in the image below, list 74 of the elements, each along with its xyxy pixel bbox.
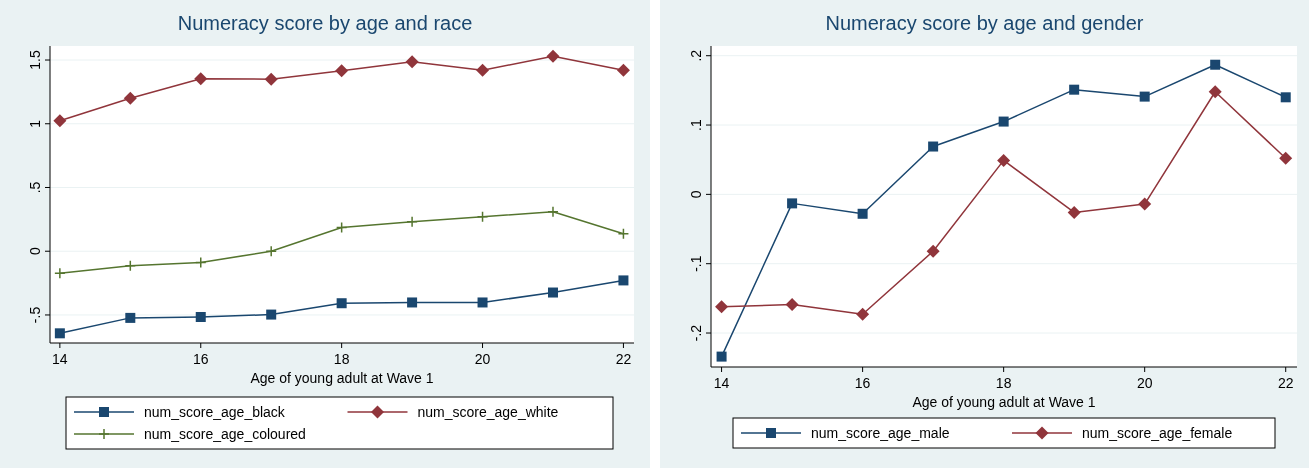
point bbox=[715, 300, 729, 314]
x-tick-label: 22 bbox=[1277, 375, 1294, 391]
x-tick-label: 18 bbox=[333, 351, 350, 367]
point bbox=[266, 309, 277, 320]
point bbox=[1208, 85, 1222, 99]
x-tick-label: 16 bbox=[192, 351, 209, 367]
chart-title: Numeracy score by age and race bbox=[177, 12, 473, 34]
y-tick-label: 0 bbox=[27, 247, 43, 256]
y-tick-label: 1 bbox=[27, 119, 43, 128]
point bbox=[1138, 197, 1152, 211]
point bbox=[618, 275, 629, 286]
point bbox=[123, 91, 137, 105]
legend-label: num_score_age_white bbox=[417, 404, 559, 420]
x-tick-label: 14 bbox=[713, 375, 730, 391]
point bbox=[716, 351, 727, 362]
point bbox=[124, 260, 137, 272]
point bbox=[997, 153, 1011, 167]
point bbox=[617, 228, 630, 240]
point bbox=[1280, 92, 1291, 103]
y-tick-label: 0 bbox=[688, 190, 704, 199]
point bbox=[926, 244, 940, 258]
point bbox=[856, 307, 870, 321]
y-tick-label: .1 bbox=[688, 118, 704, 131]
point bbox=[616, 63, 630, 77]
x-tick-label: 14 bbox=[52, 351, 68, 367]
point bbox=[476, 63, 490, 77]
legend-label: num_score_age_black bbox=[144, 404, 286, 420]
x-tick-label: 18 bbox=[995, 375, 1012, 391]
x-tick-label: 22 bbox=[615, 351, 632, 367]
x-axis-title: Age of young adult at Wave 1 bbox=[250, 370, 434, 386]
point bbox=[857, 208, 868, 219]
y-tick-label: 1.5 bbox=[27, 50, 43, 70]
x-tick-label: 16 bbox=[854, 375, 871, 391]
x-tick-label: 20 bbox=[1136, 375, 1153, 391]
point bbox=[998, 116, 1009, 127]
y-tick-label: .5 bbox=[27, 181, 43, 194]
point bbox=[54, 328, 65, 339]
point bbox=[54, 267, 66, 280]
point bbox=[406, 215, 418, 228]
point bbox=[194, 72, 208, 86]
point bbox=[1279, 151, 1293, 165]
point bbox=[1210, 59, 1221, 70]
legend-label: num_score_age_male bbox=[811, 425, 950, 441]
point bbox=[928, 141, 939, 152]
point bbox=[1069, 84, 1080, 95]
point bbox=[405, 55, 419, 69]
point bbox=[265, 245, 277, 257]
point bbox=[785, 298, 799, 312]
y-tick-label: -.2 bbox=[688, 324, 704, 342]
point bbox=[125, 312, 136, 323]
x-tick-label: 20 bbox=[474, 351, 491, 367]
y-tick-label: -.1 bbox=[688, 255, 704, 272]
point bbox=[195, 312, 206, 322]
y-tick-label: .2 bbox=[688, 49, 704, 62]
point bbox=[1139, 91, 1150, 102]
point bbox=[264, 72, 278, 86]
point bbox=[1067, 205, 1081, 219]
y-tick-label: -.5 bbox=[27, 306, 43, 324]
legend-label: num_score_age_female bbox=[1082, 425, 1233, 441]
point bbox=[335, 64, 349, 78]
point bbox=[195, 256, 207, 269]
point bbox=[407, 297, 418, 308]
legend-label: num_score_age_coloured bbox=[144, 426, 306, 442]
point bbox=[787, 198, 798, 209]
point bbox=[335, 221, 348, 234]
point bbox=[547, 205, 559, 218]
x-axis-title: Age of young adult at Wave 1 bbox=[912, 394, 1096, 410]
point bbox=[476, 210, 489, 223]
point bbox=[547, 287, 558, 298]
point bbox=[546, 49, 560, 63]
chart-title: Numeracy score by age and gender bbox=[825, 12, 1144, 34]
point bbox=[53, 114, 67, 128]
point bbox=[336, 298, 347, 309]
point bbox=[477, 297, 488, 308]
